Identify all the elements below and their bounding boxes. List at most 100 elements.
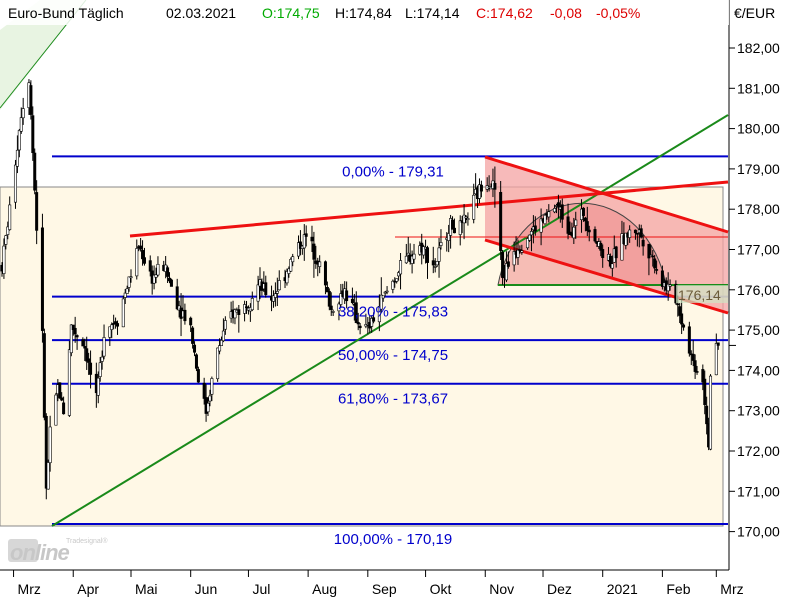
candle-body xyxy=(62,402,66,415)
candle-body xyxy=(156,263,160,276)
candle-body xyxy=(651,255,655,258)
candle-body xyxy=(395,278,399,282)
instrument-title: Euro-Bund Täglich xyxy=(8,5,124,21)
candle-body xyxy=(219,340,223,346)
candle-body xyxy=(58,382,62,399)
candle-body xyxy=(381,295,385,299)
annotation-value-label: 176,14 xyxy=(678,287,721,303)
y-axis-tick-label: 180,00 xyxy=(737,121,780,137)
candle-body xyxy=(682,324,686,328)
candle-body xyxy=(218,345,222,352)
candle-body xyxy=(501,251,505,278)
y-axis-tick-label: 174,00 xyxy=(737,362,780,378)
candle-body xyxy=(477,184,481,199)
candle-body xyxy=(680,313,684,325)
x-axis-tick-label: 2021 xyxy=(607,581,638,597)
open-value: O:174,75 xyxy=(262,5,320,21)
candle-body xyxy=(129,276,133,279)
candle-body xyxy=(599,242,603,251)
candle-body xyxy=(21,108,25,119)
candle-body xyxy=(691,353,695,361)
y-axis-tick-label: 176,00 xyxy=(737,282,780,298)
candle-body xyxy=(40,227,44,331)
candle-body xyxy=(452,227,456,234)
candle-body xyxy=(581,207,585,216)
header-background xyxy=(0,0,729,25)
candle-body xyxy=(437,247,441,262)
y-axis-panel xyxy=(729,0,800,600)
x-axis-tick-label: Nov xyxy=(489,581,514,597)
x-axis-tick-label: Jul xyxy=(252,581,270,597)
y-axis-tick-label: 178,00 xyxy=(737,201,780,217)
candle-body xyxy=(2,245,6,274)
candle-body xyxy=(404,255,408,264)
candle-body xyxy=(175,286,179,310)
candle-body xyxy=(431,260,435,266)
candle-body xyxy=(116,323,120,327)
candle-body xyxy=(466,218,470,221)
candle-body xyxy=(593,229,597,242)
candle-body xyxy=(33,152,37,191)
candle-body xyxy=(108,326,112,338)
candle-body xyxy=(142,257,146,264)
candle-body xyxy=(152,274,156,284)
candle-body xyxy=(291,256,295,263)
candle-body xyxy=(75,335,79,338)
candle-body xyxy=(87,358,91,363)
y-axis-tick-label: 173,00 xyxy=(737,403,780,419)
candle-body xyxy=(29,85,33,115)
candle-body xyxy=(372,317,376,322)
candle-body xyxy=(19,117,23,132)
candle-body xyxy=(574,219,578,226)
candle-body xyxy=(533,225,537,232)
x-axis-tick-label: Mrz xyxy=(720,581,743,597)
candle-body xyxy=(587,229,591,233)
candle-body xyxy=(264,282,268,295)
candle-body xyxy=(8,204,12,230)
candle-body xyxy=(183,309,187,322)
candle-body xyxy=(168,277,172,282)
candle-body xyxy=(647,243,651,259)
candle-body xyxy=(693,360,697,372)
candle-body xyxy=(289,259,293,272)
candle-body xyxy=(298,241,302,249)
tradesignal-watermark: online Tradesignal® xyxy=(8,537,108,565)
candle-body xyxy=(327,290,331,307)
candle-body xyxy=(35,192,39,231)
candle-body xyxy=(73,327,77,335)
candle-body xyxy=(399,260,403,275)
candle-body xyxy=(425,247,429,263)
candle-body xyxy=(641,239,645,247)
candlestick-series xyxy=(0,79,720,500)
watermark-top: Tradesignal® xyxy=(66,537,108,545)
candle-body xyxy=(191,327,195,344)
candle-body xyxy=(302,234,306,249)
candle-body xyxy=(85,348,89,362)
candle-body xyxy=(624,232,628,246)
fib-level-label: 0,00% - 179,31 xyxy=(342,163,444,180)
candle-body xyxy=(350,298,354,304)
fib-level-label: 61,80% - 173,67 xyxy=(338,391,448,408)
candle-body xyxy=(660,270,664,287)
candle-body xyxy=(676,303,680,306)
candle-body xyxy=(194,354,198,369)
y-axis-tick-label: 177,00 xyxy=(737,242,780,258)
candle-body xyxy=(439,242,443,246)
fib-level-label: 100,00% - 170,19 xyxy=(334,531,452,548)
candle-body xyxy=(472,194,476,220)
currency-label: €/EUR xyxy=(734,5,775,21)
candle-body xyxy=(102,337,106,357)
candle-body xyxy=(256,284,260,302)
candle-body xyxy=(649,254,653,257)
candle-body xyxy=(370,318,374,327)
candle-body xyxy=(6,226,10,235)
candle-body xyxy=(633,229,637,234)
candle-body xyxy=(547,211,551,218)
candle-body xyxy=(15,149,19,167)
candle-body xyxy=(69,324,73,354)
candle-body xyxy=(628,229,632,238)
change-value: -0,08 xyxy=(550,5,582,21)
candle-body xyxy=(148,260,152,272)
header-bar: Euro-Bund Täglich 02.03.2021 O:174,75 H:… xyxy=(8,5,640,21)
